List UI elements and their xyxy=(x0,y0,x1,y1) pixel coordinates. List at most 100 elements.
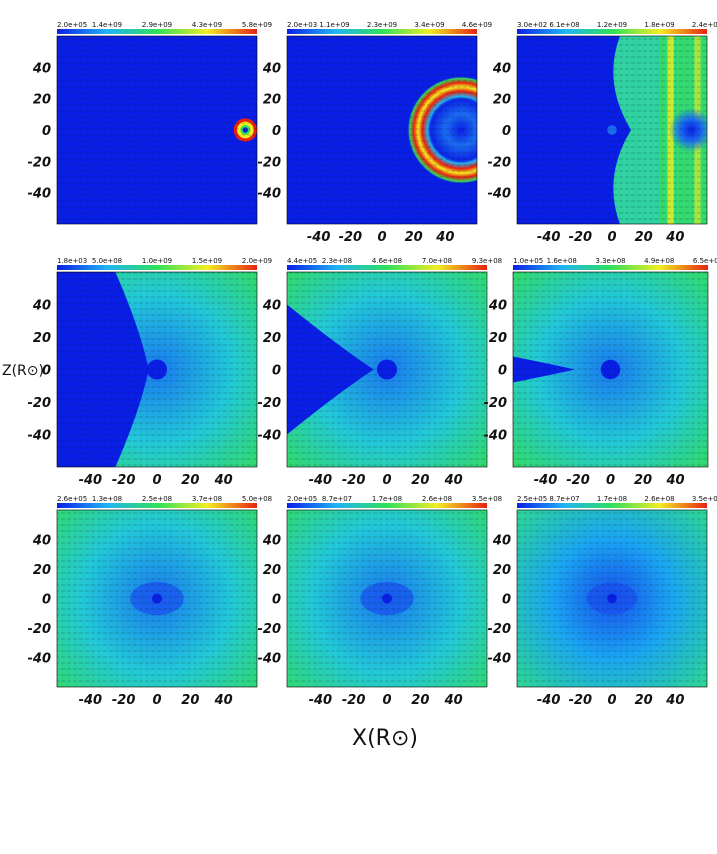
y-tick-label: -20 xyxy=(28,155,52,170)
colorbar-tick-label: 2.3e+08 xyxy=(322,257,352,265)
y-tick-label: 20 xyxy=(263,331,281,346)
y-tick-label: 20 xyxy=(263,93,281,108)
x-tick-label: 40 xyxy=(665,230,684,245)
heatmap-field xyxy=(517,36,707,224)
colorbar-tick-label: 4.6e+09 xyxy=(462,21,492,29)
colorbar-tick-label: 2.5e+08 xyxy=(142,495,172,503)
x-tick-label: -40 xyxy=(309,473,333,488)
y-tick-label: -20 xyxy=(258,155,282,170)
y-tick-label: 0 xyxy=(272,364,281,379)
x-tick-label: -40 xyxy=(307,230,331,245)
colorbar-tick-label: 2.3e+09 xyxy=(367,21,397,29)
heatmap-field xyxy=(57,272,257,467)
x-tick-label: 40 xyxy=(214,693,233,708)
x-tick-label: 40 xyxy=(444,473,463,488)
colorbar-tick-label: 2.6e+08 xyxy=(644,495,674,503)
y-tick-label: 0 xyxy=(502,124,511,139)
y-tick-label: -40 xyxy=(484,429,508,444)
y-tick-label: 40 xyxy=(492,61,511,76)
x-tick-label: 20 xyxy=(411,693,429,708)
panel-9: 2.5e+058.7e+07 1.7e+08 2.6e+08 3.5e+08 40 20 0… xyxy=(488,495,717,708)
colorbar-tick-label: 3.5e+08 xyxy=(472,495,502,503)
x-tick-label: -20 xyxy=(342,693,366,708)
colorbar-tick-label: 9.3e+08 xyxy=(472,257,502,265)
y-tick-label: -40 xyxy=(28,429,52,444)
y-tick-label: 20 xyxy=(33,93,51,108)
x-axis-label: X(R⊙) xyxy=(352,726,418,751)
colorbar-tick-label: 2.4e+09 xyxy=(692,21,717,29)
colorbar xyxy=(57,265,257,270)
colorbar-tick-label: 1.3e+08 xyxy=(92,495,122,503)
colorbar-tick-label: 1.6e+08 xyxy=(547,257,577,265)
colorbar-tick-label: 3.4e+09 xyxy=(414,21,444,29)
colorbar-tick-label: 4.6e+08 xyxy=(372,257,402,265)
y-tick-label: 20 xyxy=(493,563,511,578)
y-tick-label: -40 xyxy=(258,652,282,667)
x-tick-label: 20 xyxy=(405,230,423,245)
colorbar-tick-label: 5.0e+08 xyxy=(242,495,272,503)
x-tick-label: 0 xyxy=(607,693,616,708)
y-tick-label: -40 xyxy=(258,187,282,202)
colorbar xyxy=(517,29,707,34)
colorbar-tick-label: 1.4e+09 xyxy=(92,21,122,29)
y-tick-label: -20 xyxy=(28,622,52,637)
x-tick-label: -40 xyxy=(79,473,103,488)
colorbar-tick-label: 8.7e+07 xyxy=(549,495,579,503)
colorbar-tick-label: 2.0e+03 xyxy=(287,21,317,29)
x-tick-label: -40 xyxy=(537,230,561,245)
y-tick-label: -20 xyxy=(28,396,52,411)
y-tick-label: -40 xyxy=(28,652,52,667)
colorbar-tick-label: 1.8e+09 xyxy=(644,21,674,29)
x-tick-label: -40 xyxy=(79,693,103,708)
x-tick-label: 20 xyxy=(635,230,653,245)
y-tick-label: 20 xyxy=(33,563,51,578)
y-tick-label: -20 xyxy=(484,396,508,411)
colorbar-tick-label: 1.0e+09 xyxy=(142,257,172,265)
x-tick-label: 0 xyxy=(152,473,161,488)
panel-6: 1.0e+05 1.6e+08 3.3e+08 4.9e+08 6.5e+08 40 20 0… xyxy=(484,257,717,488)
colorbar xyxy=(287,29,477,34)
x-tick-label: 0 xyxy=(382,693,391,708)
colorbar-tick-label: 4.4e+05 xyxy=(287,257,317,265)
panel-4: 1.8e+03 5.0e+08 1.0e+09 1.5e+09 2.0e+09 40 20 0… xyxy=(28,257,273,488)
colorbar-tick-label: 1.0e+05 xyxy=(513,257,543,265)
colorbar-tick-label: 3.5e+08 xyxy=(692,495,717,503)
heatmap-field xyxy=(287,272,487,467)
y-tick-label: 0 xyxy=(272,124,281,139)
x-tick-label: 20 xyxy=(181,473,199,488)
panel-1: 2.0e+05 1.4e+09 2.9e+09 4.3e+09 5.8e+09 40 20 0… xyxy=(28,21,272,225)
y-tick-label: 40 xyxy=(262,534,281,549)
heatmap-field xyxy=(57,36,257,224)
panel-8: 2.0e+05 8.7e+07 1.7e+08 2.6e+08 3.5e+08 40 20 0… xyxy=(258,495,503,708)
x-tick-label: -40 xyxy=(534,473,558,488)
y-tick-label: -40 xyxy=(488,652,512,667)
x-tick-label: 20 xyxy=(411,473,429,488)
x-tick-label: -20 xyxy=(342,473,366,488)
y-tick-label: -40 xyxy=(258,429,282,444)
colorbar xyxy=(57,503,257,508)
heatmap-field xyxy=(287,36,477,224)
heatmap-field xyxy=(513,272,708,467)
y-tick-label: 0 xyxy=(42,593,51,608)
y-tick-label: 20 xyxy=(263,563,281,578)
x-tick-label: 40 xyxy=(665,473,684,488)
panel-7: 2.6e+05 1.3e+08 2.5e+08 3.7e+08 5.0e+08 40 20 0… xyxy=(28,495,273,708)
colorbar-tick-label: 4.9e+08 xyxy=(644,257,674,265)
y-tick-label: 40 xyxy=(32,299,51,314)
x-tick-label: 0 xyxy=(606,473,615,488)
y-tick-label: 0 xyxy=(42,364,51,379)
colorbar xyxy=(513,265,708,270)
colorbar xyxy=(287,503,487,508)
colorbar-tick-label: 1.7e+08 xyxy=(372,495,402,503)
y-tick-label: -20 xyxy=(488,155,512,170)
colorbar-tick-label: 3.3e+08 xyxy=(595,257,625,265)
colorbar-tick-label: 2.0e+09 xyxy=(242,257,272,265)
panel-3: 3.0e+026.1e+08 1.2e+09 1.8e+09 2.4e+09 40 20 0… xyxy=(488,21,717,245)
x-tick-label: 0 xyxy=(607,230,616,245)
y-tick-label: 40 xyxy=(262,299,281,314)
y-tick-label: 0 xyxy=(498,364,507,379)
colorbar-tick-label: 1.8e+03 xyxy=(57,257,87,265)
colorbar-tick-label: 3.0e+02 xyxy=(517,21,547,29)
x-tick-label: -20 xyxy=(112,693,136,708)
